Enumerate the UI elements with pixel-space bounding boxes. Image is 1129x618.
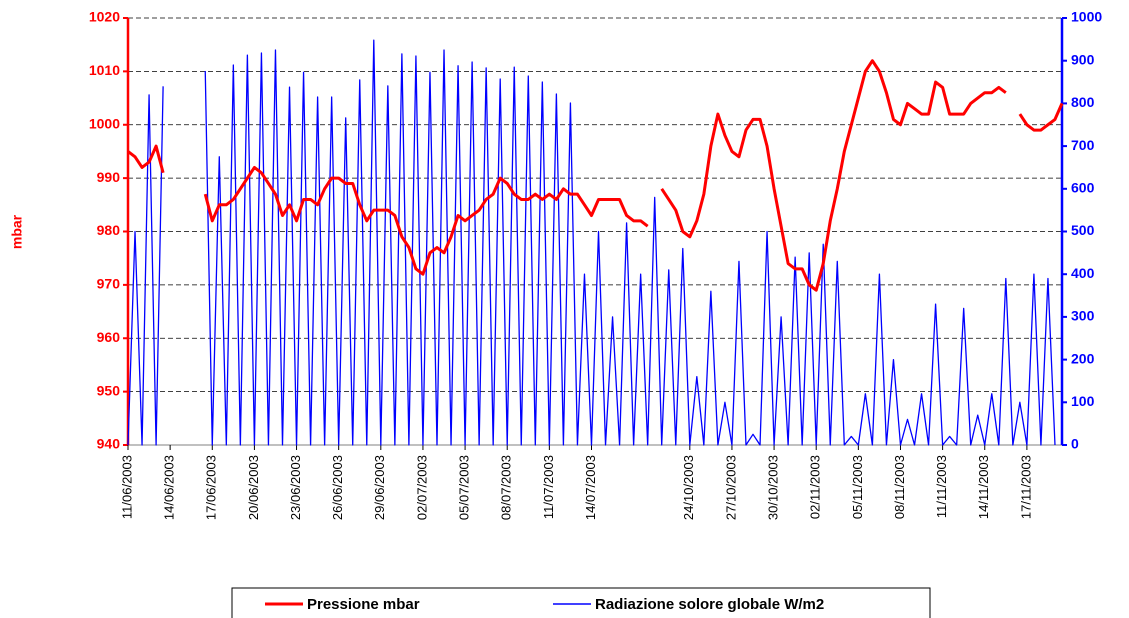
x-tick-label: 14/11/2003 [976,455,991,519]
x-tick-label: 05/11/2003 [850,455,865,519]
y2-tick-label: 200 [1071,350,1095,366]
y-tick-label: 1020 [89,9,120,25]
y-tick-label: 970 [97,276,121,292]
x-tick-label: 24/10/2003 [681,455,696,520]
y2-tick-label: 100 [1071,393,1095,409]
x-tick-label: 27/10/2003 [723,455,738,520]
y2-tick-label: 600 [1071,180,1095,196]
y-tick-label: 950 [97,382,121,398]
y2-tick-label: 700 [1071,137,1095,153]
x-tick-label: 11/11/2003 [934,455,949,518]
series-line [127,39,1056,446]
y-tick-label: 980 [97,222,121,238]
x-tick-label: 05/07/2003 [457,455,472,520]
x-tick-label: 08/11/2003 [892,455,907,519]
x-tick-label: 17/11/2003 [1018,455,1033,519]
y2-tick-label: 800 [1071,94,1095,110]
y-axis-title: mbar [9,214,25,249]
x-tick-label: 30/10/2003 [766,455,781,520]
y-tick-label: 960 [97,329,121,345]
x-tick-label: 11/07/2003 [541,455,556,519]
x-tick-label: 14/06/2003 [162,455,177,520]
legend-label: Radiazione solore globale W/m2 [595,596,824,613]
x-tick-label: 29/06/2003 [372,455,387,520]
y2-tick-label: 500 [1071,222,1095,238]
x-tick-label: 17/06/2003 [204,455,219,520]
x-tick-label: 14/07/2003 [583,455,598,520]
x-tick-label: 02/11/2003 [808,455,823,519]
y2-tick-label: 900 [1071,51,1095,67]
x-tick-label: 23/06/2003 [288,455,303,520]
legend-label: Pressione mbar [307,596,420,613]
y2-tick-label: 400 [1071,265,1095,281]
y-tick-label: 1010 [89,62,120,78]
x-tick-label: 26/06/2003 [330,455,345,520]
legend-box [231,587,931,618]
y2-tick-label: 1000 [1071,9,1102,25]
y-tick-label: 940 [97,436,121,452]
y2-tick-label: 0 [1071,436,1079,452]
x-tick-label: 02/07/2003 [414,455,429,520]
x-tick-label: 11/06/2003 [119,455,134,519]
x-tick-label: 20/06/2003 [246,455,261,520]
series-line [127,59,1064,292]
y-tick-label: 990 [97,169,121,185]
y-tick-label: 1000 [89,115,120,131]
y2-tick-label: 300 [1071,308,1095,324]
x-tick-label: 08/07/2003 [499,455,514,520]
